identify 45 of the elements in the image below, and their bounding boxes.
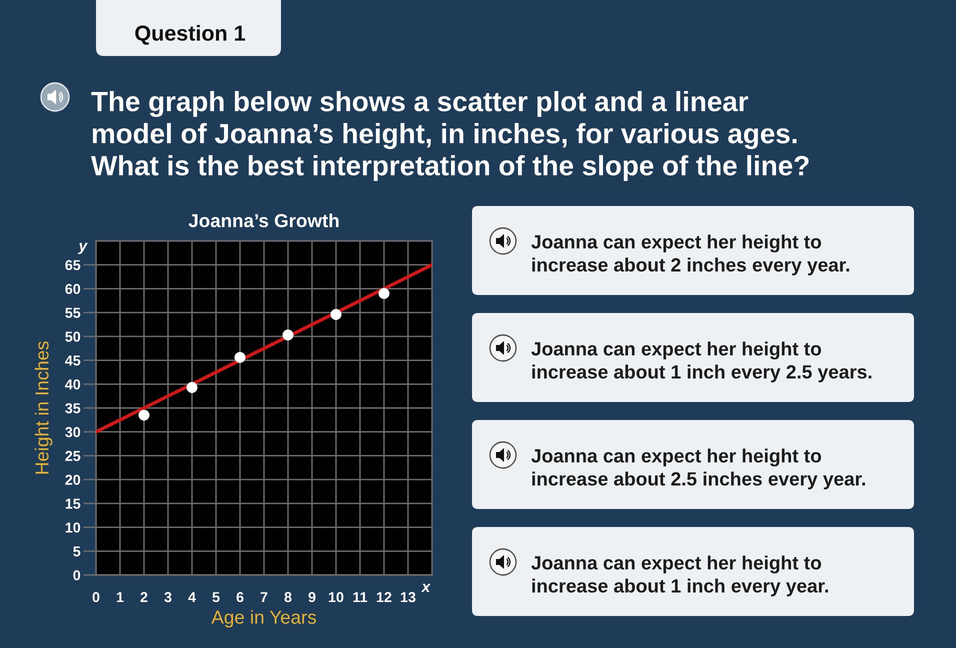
y-tick-label: 5 bbox=[73, 546, 80, 556]
x-tick-label: 1 bbox=[116, 592, 124, 602]
y-tick-label: 65 bbox=[65, 260, 80, 270]
y-tick-label: 20 bbox=[65, 474, 80, 485]
x-tick-label: 4 bbox=[188, 592, 196, 602]
x-tick-label: 9 bbox=[308, 592, 316, 602]
point bbox=[330, 309, 342, 320]
x-tick-label: 11 bbox=[353, 592, 368, 602]
x-tick-label: 13 bbox=[400, 592, 416, 602]
x-tick-label: 6 bbox=[236, 592, 244, 602]
y-tick-label: 25 bbox=[65, 450, 80, 462]
x-tick-label: 8 bbox=[284, 592, 292, 602]
y-tick-label: 55 bbox=[65, 308, 80, 318]
x-tick-label: 3 bbox=[164, 592, 172, 602]
x-tick-label: 12 bbox=[376, 592, 392, 602]
point bbox=[186, 382, 198, 393]
text: Question 1 bbox=[135, 24, 246, 45]
point bbox=[234, 352, 246, 363]
y-tick-label: 0 bbox=[73, 570, 80, 580]
y-tick-label: 15 bbox=[66, 498, 80, 509]
y-tick-label: 10 bbox=[66, 522, 80, 533]
text: The graph below shows a scatter plot and a linear model of Joanna’s height, in inches, for various ages. What is the best interpretation of the slope of the line? bbox=[91, 91, 809, 181]
text: Joanna can expect her height to increase about 1 inch every year. bbox=[531, 556, 828, 596]
x-axis-title: Age in Years bbox=[211, 610, 316, 628]
text: Joanna can expect her height to increase about 1 inch every 2.5 years. bbox=[531, 342, 872, 382]
text: Joanna can expect her height to increase about 2.5 inches every year. bbox=[531, 448, 865, 490]
y-tick-label: 40 bbox=[65, 379, 80, 390]
x-tick-label: 5 bbox=[212, 592, 220, 602]
text: x bbox=[421, 584, 431, 592]
text: Joanna can expect her height to increase about 2 inches every year. bbox=[531, 234, 850, 276]
x-tick-label: 2 bbox=[140, 592, 148, 602]
chart-title: Joanna’s Growth bbox=[188, 214, 339, 228]
point bbox=[378, 288, 390, 299]
x-tick-label: 10 bbox=[328, 592, 344, 602]
x-tick-label: 0 bbox=[92, 592, 100, 602]
y-tick-label: 45 bbox=[65, 356, 80, 366]
y-tick-label: 35 bbox=[65, 403, 80, 414]
y-tick-label: 30 bbox=[65, 427, 80, 438]
point bbox=[282, 330, 294, 340]
y-tick-label: 60 bbox=[65, 284, 80, 294]
y-tick-label: 50 bbox=[65, 332, 80, 342]
y-axis-title: Height in Inches bbox=[34, 341, 52, 474]
x-tick-label: 7 bbox=[260, 592, 268, 602]
text: y bbox=[78, 242, 88, 254]
point bbox=[138, 410, 150, 421]
